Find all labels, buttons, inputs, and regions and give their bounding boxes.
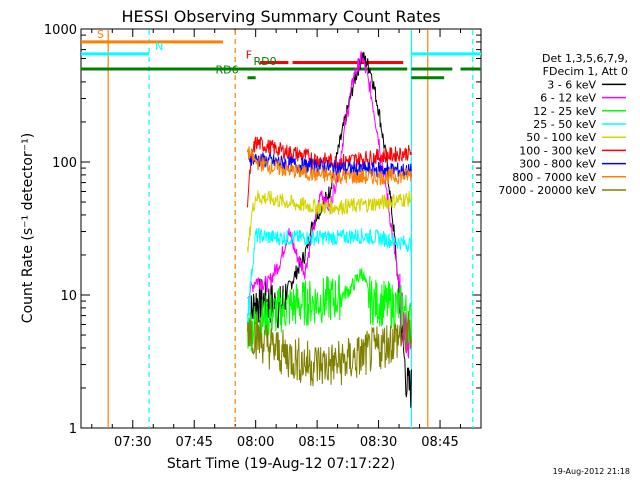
flag-label: RD0 (253, 55, 276, 68)
x-tick-label: 08:00 (237, 435, 274, 450)
y-tick-label: 1000 (44, 23, 77, 38)
footer-timestamp: 19-Aug-2012 21:18 (553, 467, 630, 476)
flag-label: N (155, 40, 163, 53)
x-tick-label: 07:30 (114, 435, 151, 450)
x-tick-label: 08:30 (360, 435, 397, 450)
series-line (247, 228, 412, 324)
flag-label: S (97, 28, 104, 41)
legend-entry-label: 800 - 7000 keV (512, 171, 596, 184)
legend: Det 1,3,5,6,7,9,FDecim 1, Att 03 - 6 keV… (498, 52, 628, 197)
y-tick-label: 1 (69, 422, 77, 437)
plot-area: 1 10 100 1000 07:30 07:45 08:00 08:15 08:30 08:45… (44, 23, 482, 450)
legend-entry-label: 6 - 12 keV (540, 92, 596, 105)
series-line (247, 268, 412, 352)
series-line (247, 136, 412, 208)
series-line (247, 149, 412, 179)
chart-title: HESSI Observing Summary Count Rates (121, 7, 440, 26)
legend-entry-label: 3 - 6 keV (547, 78, 596, 91)
legend-entry-label: 12 - 25 keV (533, 105, 596, 118)
legend-entry-label: 25 - 50 keV (533, 118, 596, 131)
legend-entry-label: 50 - 100 keV (526, 131, 596, 144)
legend-header: Det 1,3,5,6,7,9, (542, 52, 628, 65)
legend-entry-label: 300 - 800 keV (519, 158, 596, 171)
legend-entry-label: 100 - 300 keV (519, 144, 596, 157)
series-line (247, 190, 412, 253)
x-tick-label: 08:15 (298, 435, 335, 450)
flag-label: F (246, 48, 252, 61)
x-tick-label: 07:45 (175, 435, 212, 450)
y-tick-label: 10 (60, 289, 77, 304)
series-line (247, 310, 412, 387)
x-tick-label: 08:45 (421, 435, 458, 450)
legend-header: FDecim 1, Att 0 (543, 65, 628, 78)
y-tick-label: 100 (52, 156, 77, 171)
flag-label: RD6 (215, 64, 238, 77)
legend-entry-label: 7000 - 20000 keV (498, 184, 596, 197)
x-axis-label: Start Time (19-Aug-12 07:17:22) (167, 456, 395, 472)
series-line (247, 146, 412, 187)
series-line (247, 51, 412, 408)
y-axis-label: Count Rate (s⁻¹ detector⁻¹) (20, 133, 36, 323)
plot-frame (80, 28, 482, 429)
